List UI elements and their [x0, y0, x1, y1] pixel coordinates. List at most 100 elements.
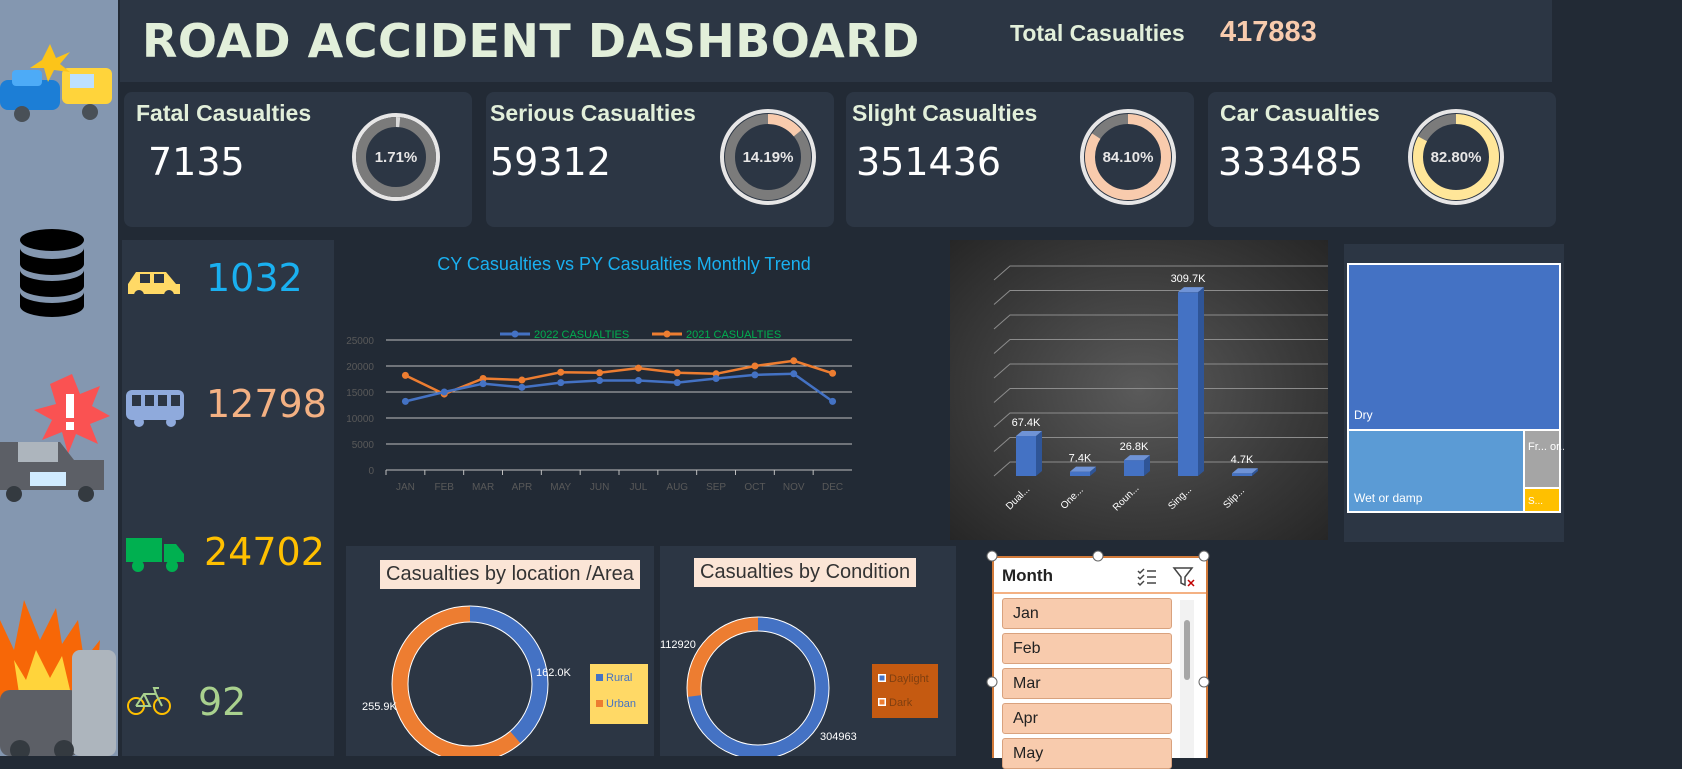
bar-side — [1144, 455, 1150, 476]
bar[interactable] — [1232, 473, 1252, 476]
kpi-value: 59312 — [490, 140, 611, 184]
series-line — [405, 372, 834, 403]
bar-side — [1198, 287, 1204, 476]
kpi-donut-arc — [356, 117, 436, 197]
bar[interactable] — [1178, 292, 1198, 476]
car-icon — [128, 272, 180, 300]
kpi-card-car[interactable]: Car Casualties 333485 82.80% — [1208, 92, 1556, 227]
bar-data-label: 26.8K — [1120, 441, 1149, 453]
clear-filter-icon[interactable] — [1172, 566, 1196, 588]
series-point[interactable] — [401, 397, 409, 405]
bus-casualties-value: 12798 — [206, 382, 327, 426]
gridline — [993, 388, 1330, 403]
kpi-donut: 14.19% — [720, 109, 816, 205]
series-point[interactable] — [673, 379, 681, 387]
series-point[interactable] — [634, 364, 642, 372]
x-tick-label: NOV — [783, 482, 805, 493]
series-point[interactable] — [634, 377, 642, 385]
kpi-donut: 84.10% — [1080, 109, 1176, 205]
treemap-cell-snow[interactable] — [1523, 487, 1561, 513]
donut-segment-daylight[interactable] — [687, 617, 829, 756]
bar-top — [1124, 455, 1150, 461]
chart-title: CY Casualties vs PY Casualties Monthly T… — [437, 254, 811, 274]
scrollbar-thumb[interactable] — [1184, 620, 1190, 680]
series-point[interactable] — [596, 369, 604, 377]
bar-side — [1036, 430, 1042, 476]
gridline — [993, 363, 1330, 379]
database-icon — [20, 229, 84, 317]
bar[interactable] — [1016, 435, 1036, 476]
slicer-item-jan[interactable]: Jan — [1002, 598, 1172, 629]
series-point[interactable] — [440, 388, 448, 396]
truck-casualties-value: 24702 — [204, 530, 325, 574]
x-tick-label: APR — [512, 482, 533, 493]
series-point[interactable] — [479, 380, 487, 388]
series-point[interactable] — [751, 362, 759, 370]
series-point[interactable] — [829, 369, 837, 377]
slicer-item-feb[interactable]: Feb — [1002, 633, 1172, 664]
bicycle-casualties-value: 92 — [198, 680, 247, 724]
donut-segment-rural[interactable] — [392, 606, 548, 756]
x-tick-label: JUL — [630, 482, 648, 493]
series-point[interactable] — [790, 357, 798, 365]
x-tick-label: JUN — [590, 482, 609, 493]
kpi-donut: 1.71% — [352, 113, 440, 201]
x-tick-label: FEB — [435, 482, 455, 493]
legend-marker — [663, 330, 671, 338]
kpi-label: Car Casualties — [1220, 100, 1380, 126]
y-tick-label: 25000 — [346, 336, 374, 347]
series-point[interactable] — [557, 368, 565, 376]
series-point[interactable] — [401, 371, 409, 379]
legend-daylight: Daylight — [889, 673, 929, 685]
bar-side — [1252, 468, 1258, 476]
kpi-value: 333485 — [1218, 140, 1364, 184]
bar-category-label: One... — [1059, 485, 1086, 512]
series-point[interactable] — [479, 374, 487, 382]
kpi-pct-label: 84.10% — [1103, 149, 1154, 166]
legend-urban: Urban — [606, 698, 636, 710]
multi-select-icon[interactable] — [1136, 566, 1158, 588]
kpi-donut-arc — [1085, 114, 1171, 200]
slicer-item-mar[interactable]: Mar — [1002, 668, 1172, 699]
treemap-label: S... — [1528, 496, 1543, 507]
gridline — [993, 437, 1330, 452]
road-type-bar-chart: 67.4K Dual... 7.4K One... 26.8K Roun... 309.7K… — [993, 265, 1330, 514]
vehicle-type-panel: 1032 12798 24702 92 — [122, 240, 334, 756]
y-tick-label: 15000 — [346, 388, 374, 399]
kpi-card-slight[interactable]: Slight Casualties 351436 84.10% — [846, 92, 1194, 227]
bar-category-label: Roun... — [1111, 483, 1142, 514]
kpi-card-fatal[interactable]: Fatal Casualties 7135 1.71% — [124, 92, 472, 227]
daylight-data-label: 304963 — [820, 731, 857, 743]
slicer-item-apr[interactable]: Apr — [1002, 703, 1172, 734]
series-point[interactable] — [518, 383, 526, 391]
slicer-scrollbar[interactable] — [1180, 600, 1194, 758]
kpi-donut-arc — [1413, 114, 1499, 200]
series-point[interactable] — [751, 371, 759, 379]
series-point[interactable] — [518, 376, 526, 384]
kpi-card-serious[interactable]: Serious Casualties 59312 14.19% — [486, 92, 834, 227]
monthly-trend-chart: CY Casualties vs PY Casualties Monthly T… — [346, 254, 852, 493]
series-point[interactable] — [596, 377, 604, 385]
treemap-cell-frost[interactable] — [1523, 429, 1561, 489]
road-type-bar-chart-panel: 67.4K Dual... 7.4K One... 26.8K Roun... 309.7K… — [950, 240, 1330, 540]
series-point[interactable] — [673, 369, 681, 377]
legend-label: 2021 CASUALTIES — [686, 329, 781, 341]
series-point[interactable] — [790, 370, 798, 378]
bar-top — [1232, 468, 1258, 474]
bar[interactable] — [1070, 471, 1090, 476]
x-tick-label: DEC — [822, 482, 843, 493]
series-point[interactable] — [712, 374, 720, 382]
treemap-cell-wet[interactable] — [1347, 429, 1525, 513]
series-line — [404, 359, 833, 396]
x-tick-label: SEP — [706, 482, 726, 493]
bus-icon — [126, 390, 184, 427]
road-surface-treemap: Dry Wet or damp Fr... or... S... — [1347, 263, 1568, 513]
treemap-cell-dry[interactable] — [1347, 263, 1561, 431]
bar[interactable] — [1124, 460, 1144, 476]
gridline — [993, 339, 1330, 354]
series-point[interactable] — [829, 397, 837, 405]
series-point[interactable] — [557, 379, 565, 387]
bar-category-label: Dual... — [1004, 484, 1032, 512]
bar-category-label: Sing... — [1166, 484, 1194, 512]
total-casualties-label: Total Casualties — [1010, 20, 1185, 46]
